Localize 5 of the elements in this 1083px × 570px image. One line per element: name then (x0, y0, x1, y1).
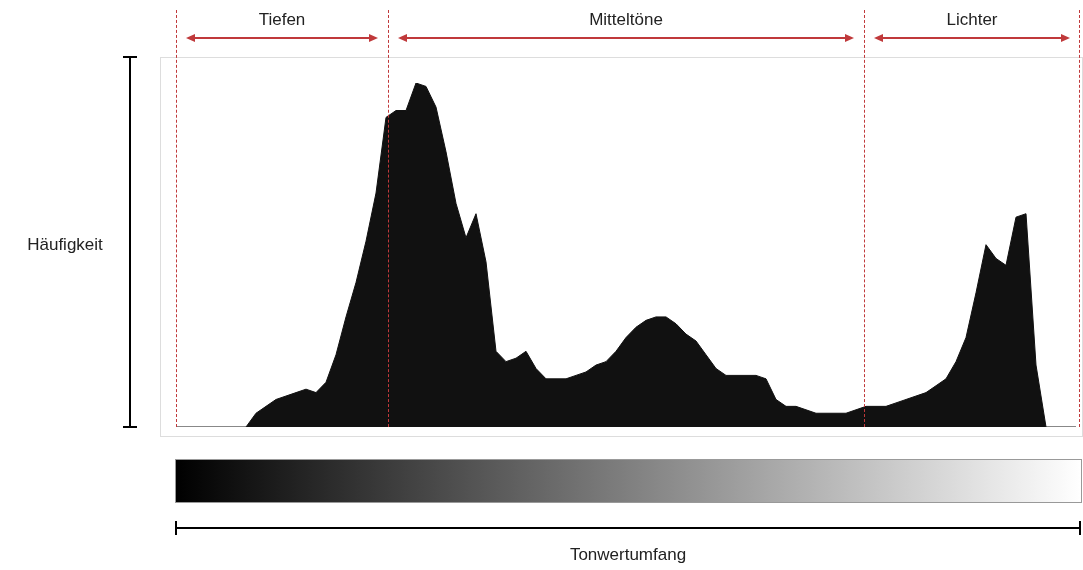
y-axis-title: Häufigkeit (27, 234, 104, 254)
text: Mitteltöne (589, 9, 663, 29)
text: Tonwertumfang (569, 544, 687, 564)
text: Lichter (946, 9, 998, 29)
text: Tiefen (258, 9, 306, 29)
